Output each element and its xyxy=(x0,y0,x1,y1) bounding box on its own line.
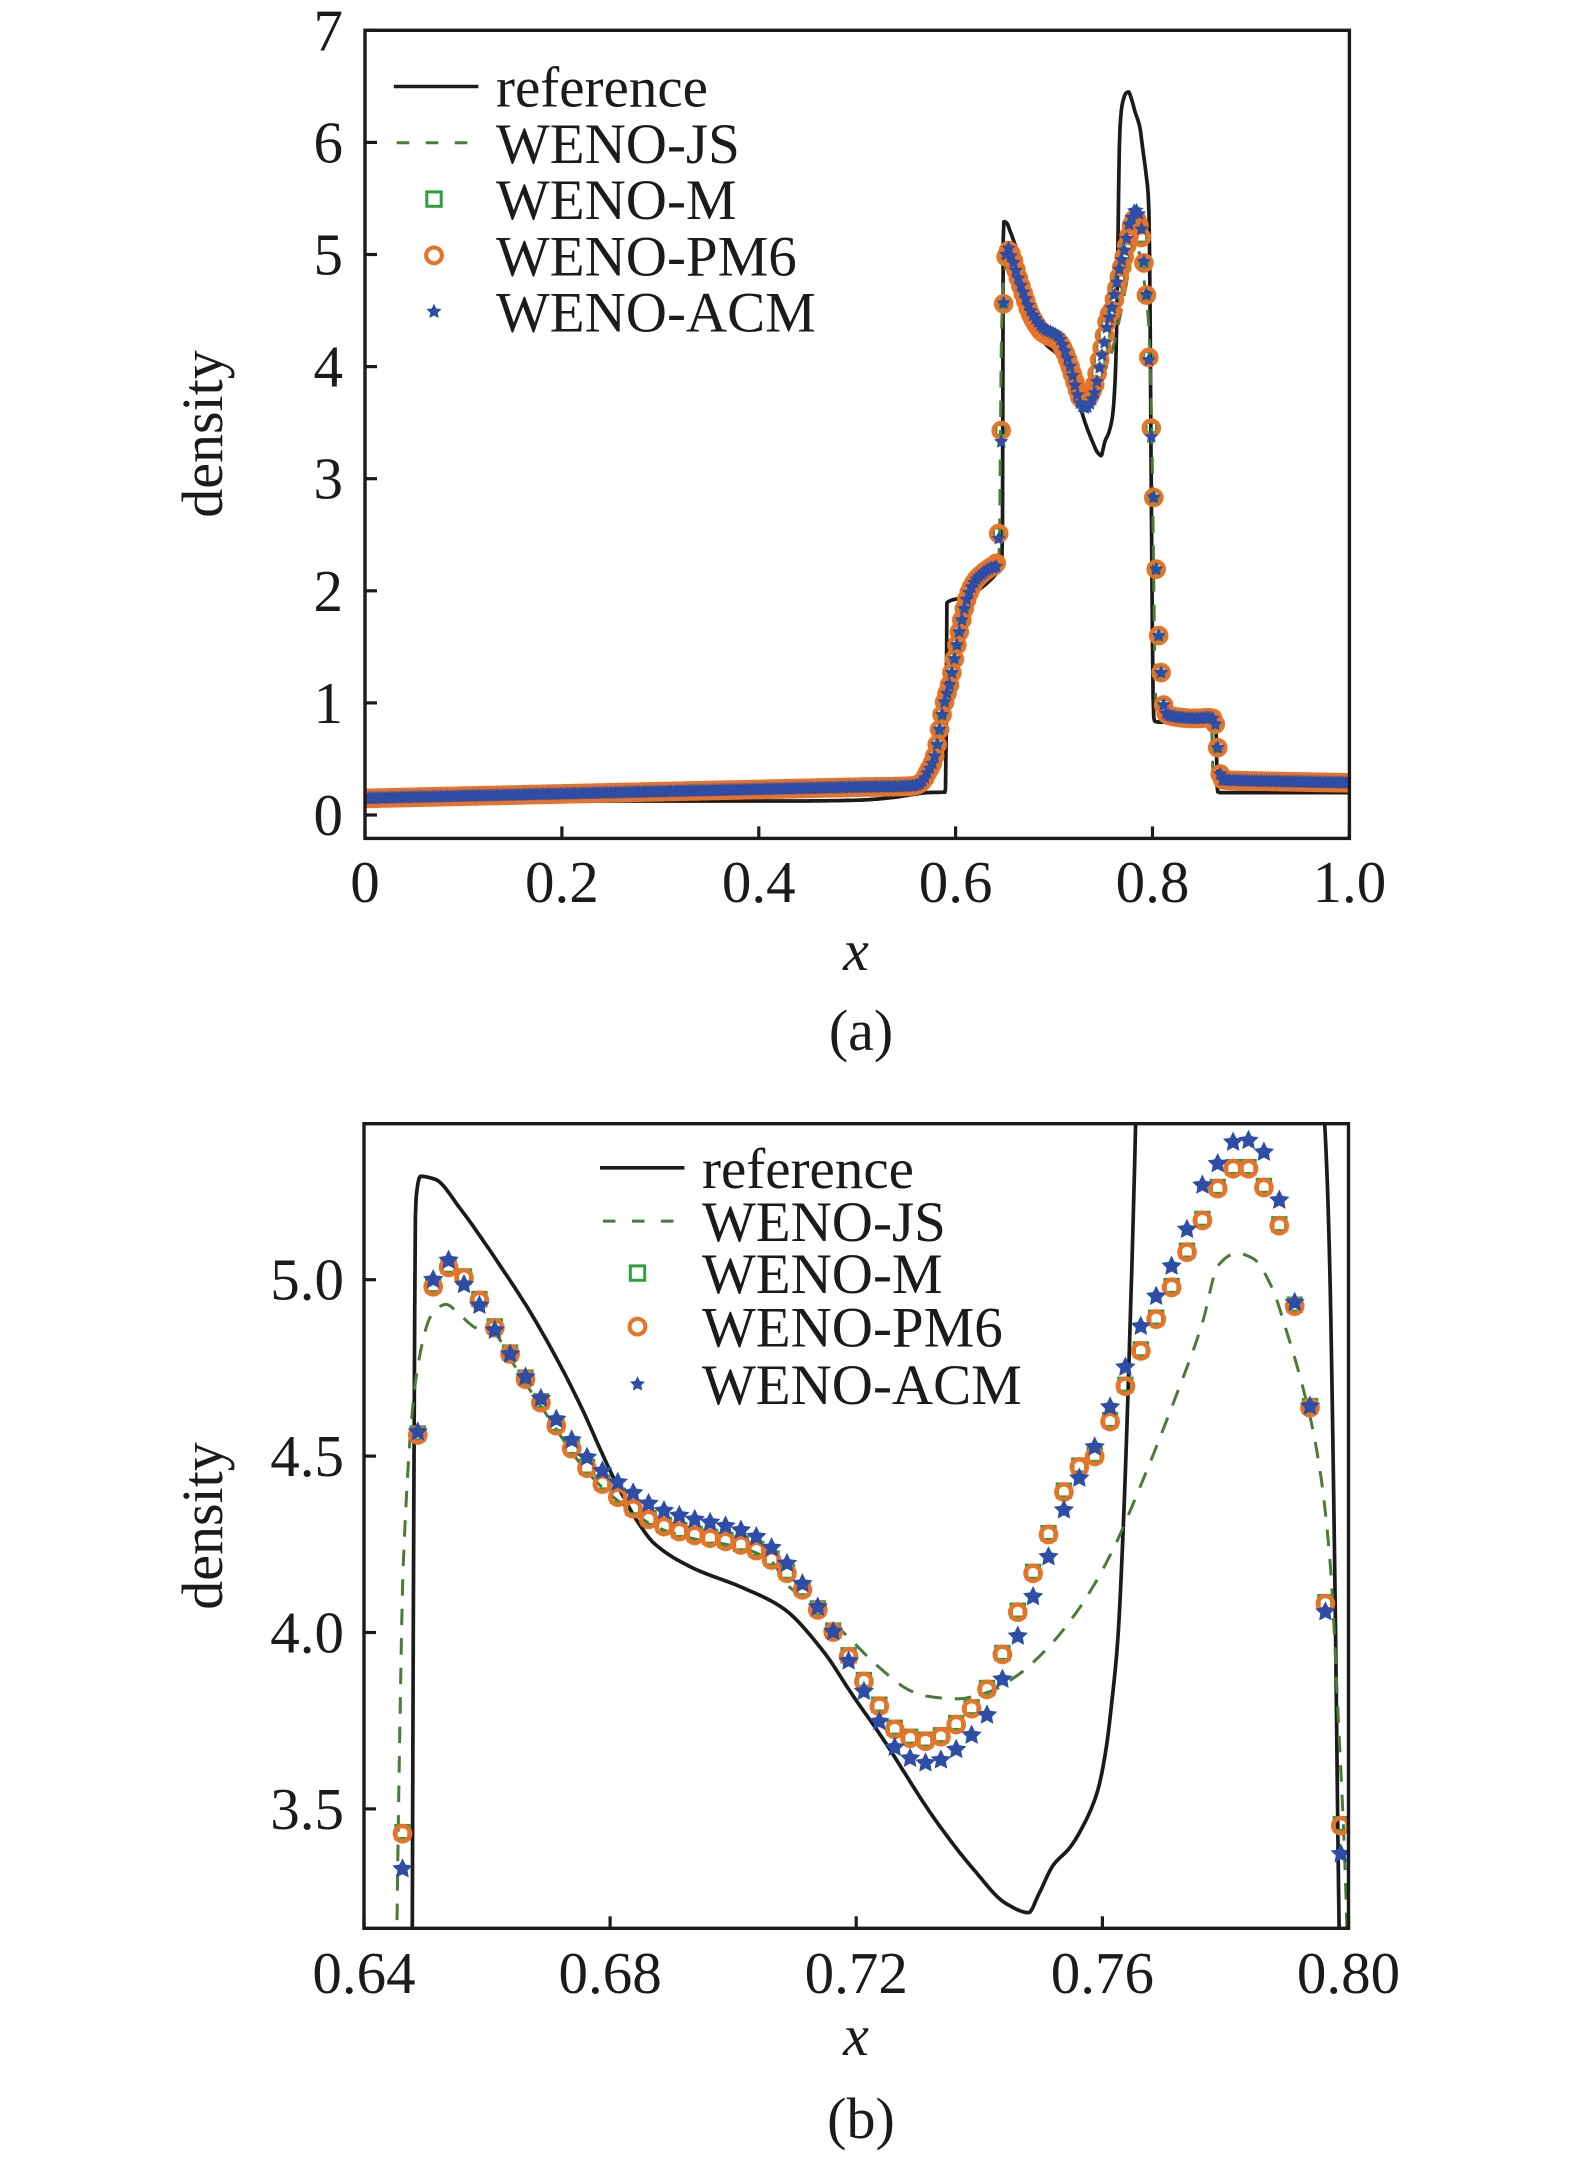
svg-text:x: x xyxy=(842,918,869,983)
svg-text:WENO-ACM: WENO-ACM xyxy=(496,282,816,345)
svg-text:(a): (a) xyxy=(829,998,893,1063)
svg-text:1.0: 1.0 xyxy=(1313,849,1387,915)
svg-text:5.0: 5.0 xyxy=(270,1247,344,1313)
svg-text:0.6: 0.6 xyxy=(919,849,993,915)
svg-text:3: 3 xyxy=(314,446,344,512)
svg-text:0.64: 0.64 xyxy=(312,1940,415,2006)
svg-text:5: 5 xyxy=(314,222,344,288)
svg-text:0.8: 0.8 xyxy=(1116,849,1190,915)
svg-text:x: x xyxy=(842,2003,869,2068)
svg-text:WENO-JS: WENO-JS xyxy=(702,1191,946,1254)
svg-text:reference: reference xyxy=(496,57,708,120)
svg-text:0: 0 xyxy=(314,782,344,848)
svg-text:WENO-JS: WENO-JS xyxy=(496,113,740,176)
svg-text:WENO-ACM: WENO-ACM xyxy=(702,1354,1022,1417)
svg-text:7: 7 xyxy=(314,0,344,63)
svg-text:3.5: 3.5 xyxy=(270,1776,344,1842)
svg-text:4.5: 4.5 xyxy=(270,1423,344,1489)
svg-text:2: 2 xyxy=(314,558,344,624)
svg-text:WENO-PM6: WENO-PM6 xyxy=(702,1297,1003,1360)
svg-text:6: 6 xyxy=(314,109,344,175)
svg-text:density: density xyxy=(170,1442,235,1610)
svg-text:WENO-PM6: WENO-PM6 xyxy=(496,225,797,288)
svg-text:0.72: 0.72 xyxy=(805,1940,908,2006)
svg-text:WENO-M: WENO-M xyxy=(496,169,737,232)
svg-text:WENO-M: WENO-M xyxy=(702,1243,943,1306)
svg-text:0.4: 0.4 xyxy=(722,849,796,915)
svg-text:4: 4 xyxy=(314,334,344,400)
svg-text:0.2: 0.2 xyxy=(525,849,599,915)
svg-text:0.76: 0.76 xyxy=(1051,1940,1154,2006)
svg-text:reference: reference xyxy=(702,1138,914,1201)
svg-text:density: density xyxy=(170,350,235,518)
svg-text:4.0: 4.0 xyxy=(270,1600,344,1666)
svg-text:0.80: 0.80 xyxy=(1297,1940,1400,2006)
svg-text:0: 0 xyxy=(350,849,380,915)
svg-text:1: 1 xyxy=(314,670,344,736)
svg-text:0.68: 0.68 xyxy=(558,1940,661,2006)
svg-text:(b): (b) xyxy=(827,2086,895,2151)
